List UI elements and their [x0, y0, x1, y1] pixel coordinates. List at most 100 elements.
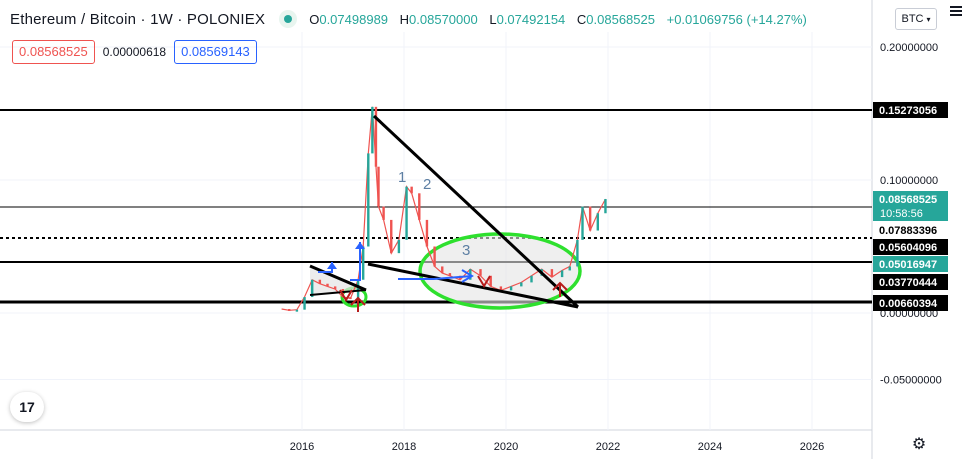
trade-panel: 0.08568525 0.00000618 0.08569143	[12, 40, 257, 64]
wave-label: 2	[423, 176, 431, 193]
candle	[397, 239, 401, 254]
time-axis[interactable]: 2016 2018 2020 2022 2024 2026	[290, 441, 824, 453]
candle	[520, 282, 523, 287]
candle	[581, 206, 584, 240]
tradingview-logo[interactable]: 17	[10, 392, 44, 422]
descending-trendline	[372, 114, 580, 309]
y-tick-label: 0.20000000	[880, 42, 938, 54]
triangle-lower-line	[309, 289, 367, 296]
change-value: +0.01069756 (+14.27%)	[666, 11, 807, 27]
candle	[362, 246, 365, 280]
y-tick-label: 0.10000000	[880, 175, 938, 187]
currency-label: BTC	[901, 13, 924, 25]
x-tick-label: 2018	[392, 441, 416, 453]
level-label: 0.08568525	[879, 194, 937, 206]
candle	[374, 106, 378, 167]
candle	[479, 269, 482, 276]
open-value: 0.07498989	[319, 11, 389, 27]
level-label-bg	[873, 239, 948, 255]
countdown-label: 10:58:56	[880, 208, 923, 220]
candle	[530, 275, 533, 283]
level-label-bg	[873, 256, 948, 272]
candle	[550, 269, 554, 278]
gear-icon[interactable]: ⚙	[911, 436, 927, 453]
currency-button[interactable]: BTC ▾	[895, 8, 937, 30]
x-tick-label: 2022	[596, 441, 620, 453]
open-label: O	[309, 11, 320, 27]
candle	[390, 219, 393, 254]
candle	[382, 206, 385, 220]
candle	[410, 186, 413, 194]
candle	[405, 186, 408, 240]
low-value: 0.07492154	[496, 11, 566, 27]
blue-up-arrow-head	[327, 262, 337, 269]
blue-up-arrow	[350, 242, 361, 281]
low-label: L	[489, 11, 497, 27]
level-label-bg	[873, 102, 948, 118]
buy-button[interactable]: 0.08569143	[174, 40, 257, 64]
close-value: 0.08568525	[586, 11, 655, 27]
candle	[499, 286, 503, 291]
level-labels: 0.15273056 0.08568525 10:58:56 0.07883396 0.…	[872, 102, 949, 311]
candle	[509, 286, 513, 291]
red-v-mark	[477, 275, 491, 288]
logo-text: 17	[19, 399, 35, 415]
menu-icon[interactable]	[950, 4, 964, 18]
candle	[288, 309, 291, 312]
high-label: H	[399, 11, 410, 27]
x-tick-label: 2024	[698, 441, 722, 453]
candle	[433, 246, 436, 267]
market-status-icon[interactable]	[279, 10, 298, 28]
candle	[349, 297, 352, 300]
red-up-arrow-head	[552, 281, 568, 291]
blue-arrow-shaft	[433, 275, 473, 280]
chevron-down-icon: ▾	[926, 14, 931, 24]
high-value: 0.08570000	[409, 11, 478, 27]
candle	[333, 286, 337, 290]
candle	[576, 239, 579, 267]
candle	[367, 153, 370, 247]
candle	[377, 166, 380, 207]
level-label: 0.05604096	[879, 242, 937, 254]
annotation-layer-back	[0, 109, 872, 310]
candle	[588, 206, 592, 231]
ohlc-readout: O0.07498989 H0.08570000 L0.07492154 C0.0…	[309, 12, 815, 27]
blue-up-arrow-head	[355, 242, 365, 249]
accumulation-ellipse	[418, 232, 582, 310]
sell-button[interactable]: 0.08568525	[12, 40, 95, 64]
candle	[326, 283, 329, 287]
candle	[604, 199, 607, 214]
candle	[441, 266, 444, 274]
x-tick-label: 2020	[494, 441, 518, 453]
wave-label: 1	[398, 169, 406, 186]
symbol-title[interactable]: Ethereum / Bitcoin · 1W · POLONIEX	[10, 10, 266, 28]
spread-value: 0.00000618	[102, 45, 167, 59]
candle	[318, 279, 322, 284]
candle	[596, 213, 599, 231]
chart-header: Ethereum / Bitcoin · 1W · POLONIEX O0.07…	[10, 10, 815, 28]
level-label-bg	[873, 191, 948, 221]
level-label-bg	[873, 295, 948, 311]
candle	[356, 279, 360, 299]
candle	[448, 273, 452, 276]
annotation-layer-front: 1 2 3	[309, 114, 580, 312]
wave-label: 3	[462, 242, 470, 259]
level-label: 0.07883396	[879, 225, 937, 237]
candle	[311, 279, 314, 298]
level-label: 0.00660394	[879, 298, 938, 310]
candle	[560, 270, 564, 278]
candle	[425, 219, 429, 247]
triangle-upper-line	[309, 264, 367, 292]
lower-trendline	[367, 262, 579, 309]
level-label: 0.05016947	[879, 259, 937, 271]
level-label: 0.15273056	[879, 105, 937, 117]
candle	[489, 275, 492, 287]
level-label-bg	[873, 274, 948, 290]
red-v-mark	[339, 289, 353, 302]
candle	[303, 297, 306, 310]
level-label-bg	[872, 221, 949, 239]
price-series	[281, 106, 607, 312]
candle	[418, 193, 421, 220]
close-label: C	[576, 11, 587, 27]
